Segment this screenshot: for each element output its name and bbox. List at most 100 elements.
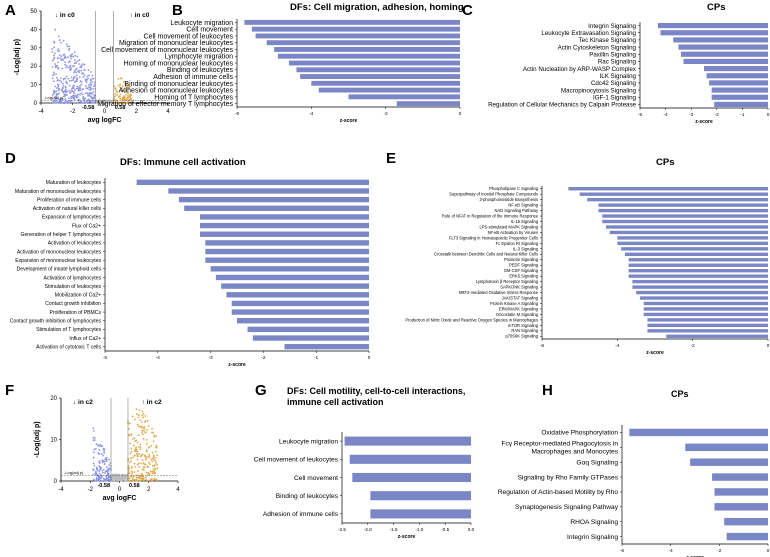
a-point-down: [59, 77, 62, 80]
a-point-up: [118, 95, 120, 98]
a-point-down: [83, 63, 86, 66]
f-point-up: [153, 434, 155, 437]
a-point-up: [114, 93, 117, 95]
f-point-down: [105, 478, 108, 481]
f-point-up: [132, 438, 134, 441]
f-point-up: [142, 466, 145, 468]
f-point-up: [130, 450, 133, 453]
a-point-down: [87, 94, 90, 97]
c-category-label: Cdc42 Signaling: [591, 80, 637, 87]
f-point-up: [146, 465, 149, 468]
c-x-tick-label: -4: [664, 112, 669, 117]
a-point-up: [127, 85, 130, 88]
h-x-tick-label: -6: [620, 548, 625, 553]
f-point-down: [95, 443, 98, 446]
d-bar: [178, 196, 369, 203]
f-point-up: [141, 414, 144, 417]
f-point-up: [142, 462, 145, 464]
d-x-tick-label: -3: [209, 355, 214, 360]
d-bar: [205, 240, 369, 246]
a-point-down: [92, 88, 94, 90]
e-bar: [602, 219, 768, 224]
f-point-up: [155, 457, 157, 459]
g-x-tick-label: 0.0: [468, 527, 475, 532]
a-point-down: [77, 70, 79, 73]
a-point-down: [52, 71, 55, 74]
a-point-down: [64, 56, 66, 59]
a-point-down: [79, 85, 81, 88]
f-point-down: [104, 458, 107, 461]
f-point-down: [107, 468, 110, 471]
a-point-down: [52, 54, 55, 57]
d-bar: [237, 318, 369, 324]
f-point-up: [155, 450, 157, 453]
c-category-label: ILK Signaling: [600, 73, 637, 80]
a-point-down: [84, 92, 87, 95]
f-point-down: [92, 451, 95, 454]
a-point-down: [90, 96, 92, 99]
a-point-down: [90, 71, 92, 73]
e-category-label: FLT3 Signaling in Hematopoietic Progenit…: [449, 235, 538, 240]
f-point-up: [154, 459, 157, 462]
f-point-down: [98, 461, 101, 463]
a-point-down: [82, 76, 85, 79]
d-category-label: Activation of leukocytes: [48, 241, 102, 247]
f-point-down: [103, 479, 105, 482]
f-point-up: [153, 478, 156, 481]
f-point-up: [137, 477, 140, 479]
f-point-ns: [120, 475, 123, 478]
a-point-up: [119, 86, 121, 89]
a-point-down: [57, 85, 60, 88]
a-point-down: [54, 102, 56, 104]
f-point-up: [152, 455, 155, 458]
f-point-down: [98, 469, 101, 471]
e-bar: [628, 263, 768, 267]
h-category-label: Gαq Signaling: [576, 459, 618, 466]
a-y-tick-label: 10: [30, 83, 37, 89]
a-point-down: [61, 82, 64, 85]
a-point-up: [130, 98, 133, 101]
d-x-tick-label: -2: [261, 355, 266, 360]
f-point-up: [131, 476, 134, 479]
f-y-axis-title: -Log(adj p): [34, 421, 41, 457]
f-point-up: [145, 443, 148, 446]
a-point-up: [124, 85, 127, 87]
a-point-up: [117, 102, 120, 104]
a-point-down: [52, 58, 55, 61]
f-point-up: [137, 425, 140, 427]
c-category-label: Paxillin Signaling: [589, 51, 636, 58]
f-point-up: [147, 471, 150, 474]
f-point-ns: [122, 478, 124, 481]
f-point-up: [138, 453, 141, 455]
a-point-up: [122, 101, 125, 104]
h-category-label: RHOA Signaling: [570, 519, 618, 526]
a-point-down: [68, 49, 70, 52]
f-point-down: [99, 443, 102, 446]
f-point-up: [152, 467, 155, 470]
a-point-down: [87, 98, 90, 101]
a-point-down: [64, 86, 67, 89]
f-pvalue-label: -Log(adj p): [64, 470, 84, 475]
f-point-up: [138, 409, 141, 412]
f-point-up: [130, 432, 133, 435]
f-point-up: [139, 446, 142, 449]
a-point-down: [64, 61, 67, 63]
c-bar: [657, 23, 768, 29]
f-point-up: [145, 471, 148, 474]
panel-label-f: F: [5, 382, 15, 399]
f-point-down: [102, 454, 104, 457]
d-category-label: Stimulation of T lymphocytes: [36, 327, 101, 333]
e-category-label: Role of NFAT in Regulation of the Immune…: [442, 213, 539, 218]
f-point-down: [101, 480, 104, 482]
c-bar: [711, 87, 768, 93]
a-point-up: [113, 85, 116, 88]
a-point-down: [55, 87, 58, 89]
c-x-tick-label: 0: [767, 112, 770, 117]
c-x-tick-label: -5: [638, 112, 643, 117]
f-point-down: [95, 478, 98, 481]
a-point-down: [81, 63, 84, 65]
e-category-label: NF-κB Activation by Viruses: [488, 230, 538, 235]
f-point-down: [92, 439, 95, 442]
f-point-down: [97, 444, 100, 447]
h-category-label: Integrin Signaling: [567, 534, 618, 541]
